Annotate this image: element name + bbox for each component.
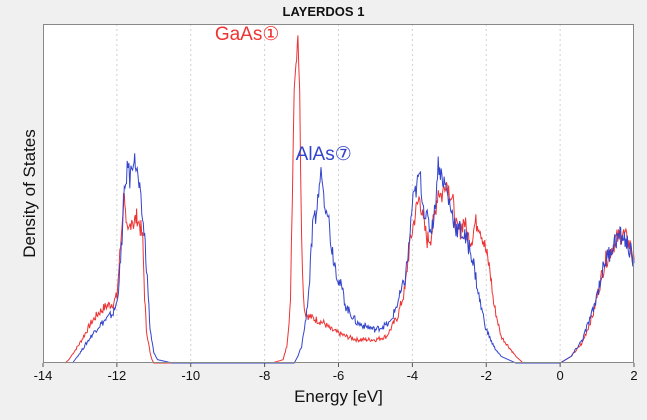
x-axis-label: Energy [eV] — [294, 387, 383, 406]
x-tick-label: -10 — [181, 368, 200, 383]
window-title: LAYERDOS 1 — [282, 4, 365, 19]
series-label-alas: AlAs⑦ — [296, 144, 352, 165]
y-axis-label: Density of States — [20, 129, 39, 258]
series-label-gaas: GaAs① — [215, 24, 280, 45]
x-tick-label: -12 — [107, 368, 126, 383]
x-axis-ticks: -14 -12 -10 -8 -6 -4 -2 0 2 — [34, 363, 638, 383]
x-tick-label: 2 — [630, 368, 637, 383]
x-tick-label: -2 — [480, 368, 492, 383]
x-tick-label: -8 — [259, 368, 271, 383]
x-tick-label: -14 — [34, 368, 53, 383]
x-tick-label: -6 — [333, 368, 345, 383]
x-tick-label: -4 — [407, 368, 419, 383]
grid-lines — [116, 24, 561, 363]
series-labels: GaAs① AlAs⑦ — [215, 24, 352, 165]
x-tick-label: 0 — [557, 368, 564, 383]
plot-frame — [43, 24, 634, 363]
